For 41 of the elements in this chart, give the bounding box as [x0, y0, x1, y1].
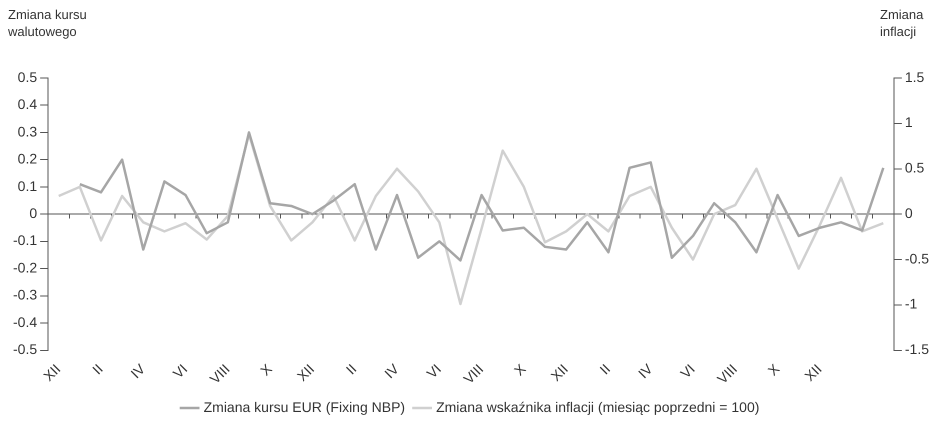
x-tick-label: X — [510, 360, 530, 379]
y2-tick-label: 1 — [904, 114, 913, 130]
y-tick-label: -0.2 — [13, 259, 38, 276]
x-tick-label: XII — [801, 360, 825, 384]
x-tick-label: IV — [381, 360, 402, 382]
x-tick-label: II — [89, 360, 106, 378]
x-tick-label: X — [764, 360, 783, 379]
x-tick-label: VI — [170, 360, 190, 382]
x-tick-label: II — [596, 360, 614, 378]
y-tick-label: 0.2 — [18, 150, 38, 167]
y-tick-label: -0.1 — [13, 232, 38, 248]
x-tick-label: XII — [40, 360, 64, 384]
x-tick-label: IV — [634, 360, 656, 382]
x-tick-label: II — [342, 360, 360, 378]
x-tick-label: VIII — [714, 360, 740, 387]
y2-tick-label: -0.5 — [904, 250, 930, 266]
y2-axis-title: Zmiana inflacji — [880, 6, 924, 40]
x-tick-label: X — [257, 360, 276, 379]
x-tick-label: IV — [127, 360, 149, 382]
y-tick-label: 0.5 — [18, 68, 38, 85]
y-axis-title: Zmiana kursu walutowego — [8, 6, 88, 40]
x-tick-label: XII — [294, 360, 318, 384]
y2-tick-label: 1.5 — [904, 68, 925, 85]
x-tick-label: VIII — [206, 360, 233, 387]
x-tick-label: XII — [548, 360, 571, 384]
y-tick-label: -0.3 — [13, 286, 38, 303]
y2-tick-label: -1.5 — [904, 341, 930, 358]
x-tick-label: VIII — [460, 360, 486, 387]
x-tick-label: VI — [677, 360, 698, 382]
x-tick-label: VI — [423, 360, 444, 382]
y2-tick-label: 0.5 — [904, 160, 925, 176]
y-tick-label: 0.4 — [18, 96, 38, 112]
y2-tick-label: 0 — [904, 204, 913, 221]
legend-label: Zmiana kursu EUR (Fixing NBP) — [204, 398, 406, 415]
y-tick-label: -0.5 — [13, 341, 38, 358]
y-tick-label: -0.4 — [13, 314, 38, 330]
legend-label: Zmiana wskaźnika inflacji (miesiąc poprzedni = 100) — [436, 398, 760, 415]
y2-tick-label: -1 — [904, 296, 918, 312]
y-tick-label: 0.1 — [18, 178, 38, 194]
y-tick-label: 0.3 — [18, 123, 38, 140]
y-tick-label: 0 — [29, 204, 38, 221]
